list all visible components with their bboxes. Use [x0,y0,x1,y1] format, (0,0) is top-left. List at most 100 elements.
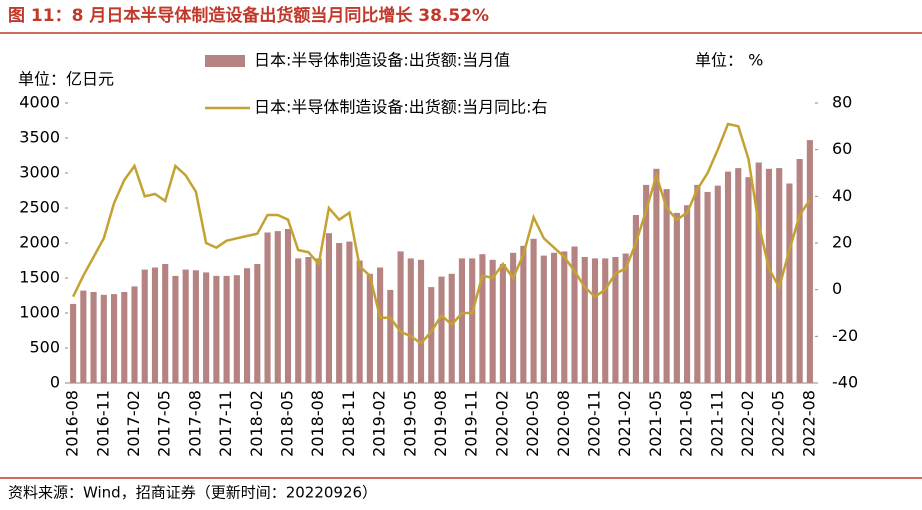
bar [325,233,333,383]
bar [694,184,701,383]
line [71,122,811,345]
x-tick-label: 2021-02 [615,390,634,457]
bar [233,275,240,383]
y-tick-label: 2500 [19,198,60,217]
bar [714,185,721,383]
bar [786,183,793,383]
bar [622,253,629,383]
bar [806,140,813,383]
x-tick-label: 2018-11 [339,390,358,457]
x-tick-label: 2016-11 [93,390,112,457]
chart-title: 图 11：8 月日本半导体制造设备出货额当月同比增长 38.52% [8,5,489,26]
x-tick-label: 2018-05 [278,390,297,457]
y2-tick-label: -20 [832,326,858,345]
y-tick-label: 3000 [19,163,60,182]
y2-tick-label: 60 [832,139,852,158]
legend-label: 日本:半导体制造设备:出货额:当月值 [254,51,510,70]
bar [428,287,435,383]
bar [530,238,537,383]
left-unit: 单位：亿日元 [18,70,114,89]
bar [131,286,138,383]
bar [776,168,783,383]
x-tick-label: 2022-05 [769,390,788,457]
bar [684,205,691,383]
bar [571,246,578,383]
bar [346,241,353,383]
y-tick-label: 3500 [19,128,60,147]
bar [673,212,680,383]
bar [591,258,599,383]
bar [663,189,670,383]
bar [162,264,169,383]
bar [632,215,639,383]
x-tick-label: 2020-05 [523,390,542,457]
x-tick-label: 2018-08 [308,390,327,457]
x-tick-label: 2018-02 [247,390,266,457]
bar [366,273,373,383]
bar [315,258,322,383]
x-tick-label: 2017-05 [155,390,174,457]
x-tick-label: 2017-02 [124,390,143,457]
bar [244,268,251,383]
bar [295,258,302,383]
bar [520,245,527,383]
bar [540,255,547,383]
y-tick-label: 0 [50,373,60,392]
bar [254,264,261,383]
bar [765,168,773,383]
x-tick-label: 2020-02 [492,390,511,457]
x-tick-label: 2022-08 [799,390,818,457]
x-tick-label: 2022-02 [738,390,757,457]
bar [151,267,159,383]
bar [70,303,77,383]
y-tick-label: 500 [29,338,60,357]
bar [724,171,732,383]
y2-tick-label: -40 [832,373,858,392]
bar [356,260,363,383]
y2-tick-label: 0 [832,279,842,298]
x-tick-label: 2021-08 [677,390,696,457]
bar [653,168,660,383]
bar [469,258,476,383]
bar [489,259,496,383]
bar [704,191,711,383]
y2-tick-label: 20 [832,233,852,252]
x-tick-label: 2021-05 [646,390,665,457]
bar [213,275,220,383]
x-tick-label: 2019-05 [400,390,419,457]
bar [377,267,384,383]
bar [90,292,97,383]
x-tick-label: 2016-08 [63,390,82,457]
bar [438,276,445,383]
y-tick-label: 1500 [19,268,60,287]
legend-swatch [205,55,245,67]
bar [172,275,179,383]
y2-tick-label: 40 [832,186,852,205]
bar [735,168,742,383]
source: 资料来源：Wind，招商证券（更新时间：20220926） [8,484,377,502]
bar [561,251,568,383]
y-tick-label: 2000 [19,233,60,252]
bar [387,289,394,383]
x-tick-label: 2021-11 [707,390,726,457]
x-tick-label: 2019-11 [462,390,481,457]
bar [141,269,148,383]
y-tick-label: 4000 [19,93,60,112]
x-tick-label: 2020-08 [554,390,573,457]
bar [397,251,404,383]
x-tick-label: 2019-02 [370,390,389,457]
bar [550,252,558,383]
bar [499,264,506,383]
x-tick-label: 2017-08 [185,390,204,457]
legend-label: 日本:半导体制造设备:出货额:当月同比:右 [254,98,548,117]
bar [479,254,486,383]
x-tick-label: 2017-11 [216,390,235,457]
bar [612,257,619,383]
bar [336,243,343,383]
bar [796,159,803,383]
bar [417,259,425,383]
bar [274,231,281,383]
bar [448,273,455,383]
right-unit: 单位： % [695,51,763,70]
